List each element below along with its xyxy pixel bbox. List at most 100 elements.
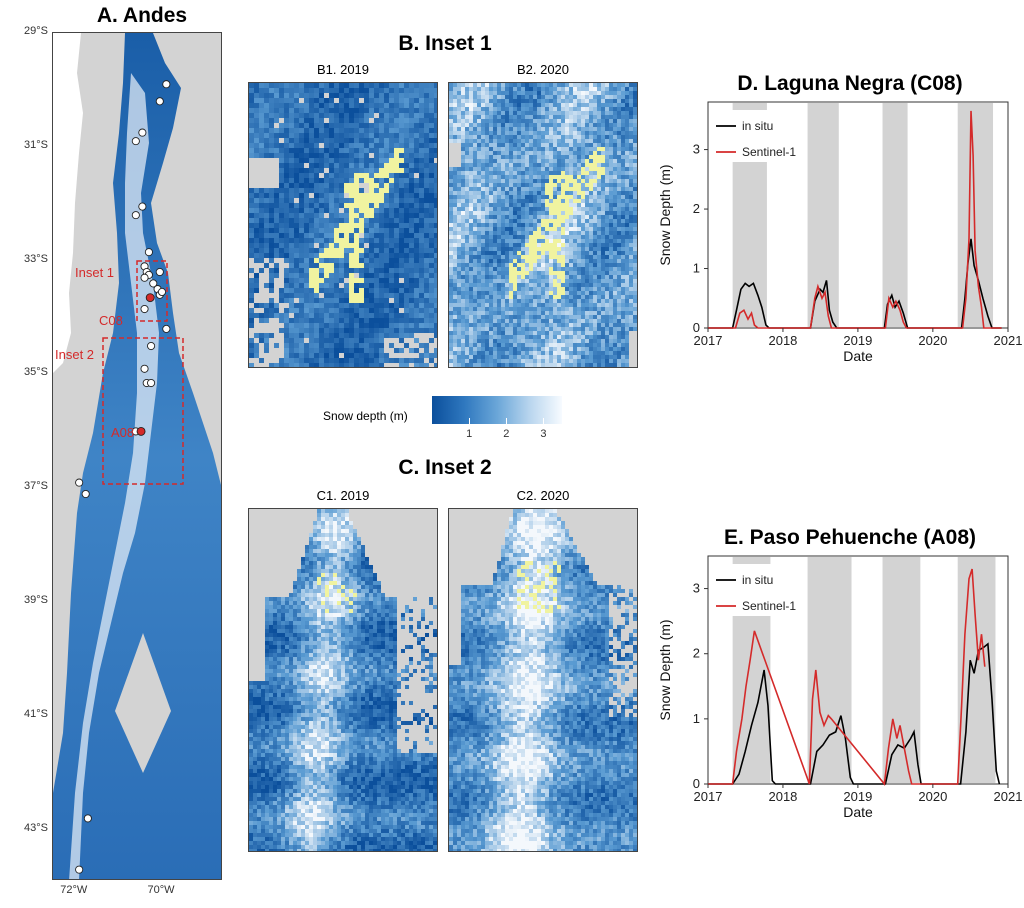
x-tick-label: 2020	[918, 789, 947, 804]
y-tick-label: 3	[693, 581, 700, 596]
c2-label: C2. 2020	[516, 488, 570, 503]
x-axis-label: Date	[843, 348, 873, 364]
legend-box	[712, 564, 804, 616]
a08-map-label: A08	[111, 425, 134, 440]
c1-raster	[249, 509, 437, 851]
y-tick-label: 0	[693, 776, 700, 791]
colorbar	[432, 396, 562, 424]
legend: in situ Sentinel-1	[712, 564, 804, 616]
lat-label: 41°S	[24, 707, 48, 720]
y-axis-label: Snow Depth (m)	[657, 619, 673, 720]
panel-c-title: C. Inset 2	[398, 456, 492, 479]
b1-raster	[249, 83, 437, 367]
panel-b-title: B. Inset 1	[398, 32, 492, 55]
series-line-insitu	[708, 238, 1002, 329]
legend-label: in situ	[742, 573, 773, 587]
x-tick-label: 2018	[768, 333, 797, 348]
colorbar-tick-label: 3	[540, 428, 547, 440]
c1-label: C1. 2019	[316, 488, 370, 503]
site-marker	[140, 364, 149, 373]
x-tick-label: 2017	[694, 333, 723, 348]
chart-e: 2017 2018 2019 2020 2021 0 1 2 3 Date Snow Depth (…	[657, 555, 1022, 820]
legend-label: Sentinel-1	[742, 599, 796, 613]
site-marker	[81, 489, 90, 499]
site-marker	[149, 279, 158, 288]
b1-map	[248, 82, 438, 368]
site-marker	[75, 478, 84, 487]
colorbar-tick-mark	[506, 418, 508, 424]
lat-label: 37°S	[24, 480, 48, 493]
series-line-insitu	[708, 642, 1001, 785]
y-axis-label: Snow Depth (m)	[657, 164, 673, 265]
legend-box	[712, 110, 804, 162]
site-marker	[138, 202, 147, 211]
lat-label: 43°S	[24, 821, 48, 834]
raster-cells	[449, 509, 637, 851]
y-tick-label: 0	[693, 320, 700, 335]
site-marker	[131, 211, 140, 220]
b2-label: B2. 2020	[516, 62, 570, 77]
x-tick-label: 2020	[918, 333, 947, 348]
inset2-map-label: Inset 2	[55, 347, 94, 362]
x-tick-label: 2019	[843, 789, 872, 804]
y-tick-label: 1	[693, 261, 700, 276]
x-axis-label: Date	[843, 804, 873, 820]
chart-d-title: D. Laguna Negra (C08)	[737, 72, 963, 95]
inset1-box	[136, 260, 168, 322]
b2-raster	[449, 83, 637, 367]
legend-label: in situ	[742, 119, 773, 133]
series-line-sentinel1	[708, 568, 986, 786]
y-tick-label: 1	[693, 711, 700, 726]
y-tick-label: 2	[693, 201, 700, 216]
c2-map	[448, 508, 638, 852]
y-tick-label: 3	[693, 142, 700, 157]
inset2-box	[102, 337, 184, 485]
legend-label: Sentinel-1	[742, 145, 796, 159]
x-tick-label: 2017	[694, 789, 723, 804]
site-marker	[144, 248, 153, 257]
colorbar-tick-label: 2	[503, 428, 510, 440]
lat-label: 29°S	[24, 25, 48, 37]
lon-label: 70°W	[147, 884, 175, 896]
lat-label: 35°S	[24, 366, 48, 379]
andes-map-svg: Inset 1 C08 Inset 2 A08	[53, 33, 221, 879]
c2-raster	[449, 509, 637, 851]
inset1-map-label: Inset 1	[75, 265, 114, 280]
x-tick-label: 2019	[843, 333, 872, 348]
site-markers	[75, 80, 171, 874]
colorbar-tick-label: 1	[466, 428, 473, 440]
chart-d: 2017 2018 2019 2020 2021 0 1 2 3 Date Snow Depth (…	[657, 101, 1022, 364]
colorbar-tick-mark	[469, 418, 471, 424]
site-marker-a08	[136, 426, 146, 436]
site-marker	[138, 128, 147, 137]
snow-season-band	[882, 103, 908, 327]
raster-cells	[449, 83, 637, 367]
series-line-sentinel1	[708, 110, 1002, 329]
raster-cells	[249, 509, 437, 851]
andes-map: Inset 1 C08 Inset 2 A08	[52, 32, 222, 880]
site-marker	[162, 80, 171, 89]
lat-label: 31°S	[24, 138, 48, 151]
nodata-gap	[115, 633, 171, 773]
panel-a-title: A. Andes	[96, 4, 188, 27]
site-marker	[162, 324, 171, 333]
ocean	[53, 33, 83, 373]
legend: in situ Sentinel-1	[712, 110, 804, 162]
site-marker	[83, 814, 92, 823]
b1-label: B1. 2019	[316, 62, 370, 77]
site-marker	[155, 267, 164, 277]
site-marker	[75, 865, 84, 874]
snow-season-band	[807, 557, 852, 783]
site-marker	[140, 273, 149, 282]
site-marker	[140, 304, 149, 314]
colorbar-label: Snow depth (m)	[323, 409, 408, 423]
c1-map	[248, 508, 438, 852]
site-marker	[147, 341, 156, 351]
site-marker-c08	[145, 293, 155, 303]
snow-high-ridge	[69, 73, 159, 879]
site-marker	[131, 137, 140, 146]
colorbar-tick-mark	[543, 418, 545, 424]
b2-map	[448, 82, 638, 368]
lat-label: 33°S	[24, 252, 48, 265]
site-marker	[155, 97, 164, 106]
